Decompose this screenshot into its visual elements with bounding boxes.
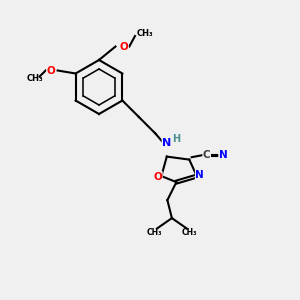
Text: CH₃: CH₃ <box>137 29 154 38</box>
Text: O: O <box>153 172 162 182</box>
Text: O: O <box>119 41 128 52</box>
Text: CH₃: CH₃ <box>26 74 43 82</box>
Text: N: N <box>162 137 171 148</box>
Text: N: N <box>195 169 204 180</box>
Text: C: C <box>203 150 211 160</box>
Text: CH₃: CH₃ <box>147 228 162 237</box>
Text: H: H <box>172 134 180 144</box>
Text: N: N <box>219 150 228 160</box>
Text: CH₃: CH₃ <box>182 228 197 237</box>
Text: O: O <box>46 65 56 76</box>
